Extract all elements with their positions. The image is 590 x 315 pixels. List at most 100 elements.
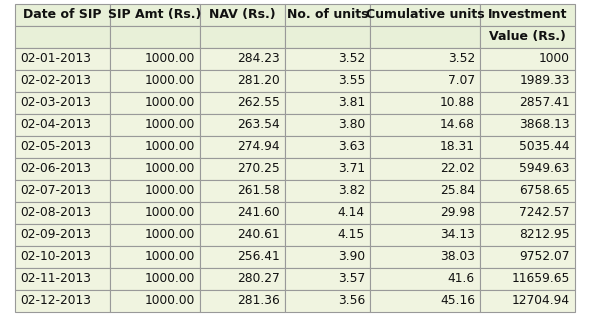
Text: 02-08-2013: 02-08-2013 — [20, 206, 91, 219]
Bar — [110, 245, 200, 267]
Text: 2857.41: 2857.41 — [519, 96, 570, 109]
Text: 25.84: 25.84 — [440, 184, 475, 197]
Bar — [15, 48, 110, 70]
Text: 1000.00: 1000.00 — [145, 52, 195, 65]
Bar — [110, 180, 200, 202]
Text: 9752.07: 9752.07 — [520, 250, 570, 263]
Bar — [480, 48, 575, 70]
Text: 241.60: 241.60 — [237, 206, 280, 219]
Bar — [200, 113, 285, 135]
Text: 281.20: 281.20 — [237, 74, 280, 87]
Bar — [285, 135, 370, 158]
Bar — [110, 3, 200, 26]
Text: No. of units: No. of units — [287, 8, 368, 21]
Text: 1000.00: 1000.00 — [145, 140, 195, 153]
Text: 270.25: 270.25 — [237, 162, 280, 175]
Text: 1000.00: 1000.00 — [145, 272, 195, 285]
Bar — [200, 158, 285, 180]
Text: 5949.63: 5949.63 — [520, 162, 570, 175]
Text: 3.80: 3.80 — [337, 118, 365, 131]
Bar — [285, 158, 370, 180]
Bar — [480, 289, 575, 312]
Bar — [285, 289, 370, 312]
Text: 8212.95: 8212.95 — [519, 228, 570, 241]
Text: 14.68: 14.68 — [440, 118, 475, 131]
Text: 281.36: 281.36 — [237, 294, 280, 307]
Text: 02-07-2013: 02-07-2013 — [20, 184, 91, 197]
Bar — [285, 202, 370, 224]
Text: 02-10-2013: 02-10-2013 — [20, 250, 91, 263]
Text: 3.56: 3.56 — [337, 294, 365, 307]
Bar — [370, 289, 480, 312]
Text: 1000.00: 1000.00 — [145, 162, 195, 175]
Text: 263.54: 263.54 — [237, 118, 280, 131]
Bar — [285, 91, 370, 113]
Bar — [480, 158, 575, 180]
Text: 256.41: 256.41 — [237, 250, 280, 263]
Text: 38.03: 38.03 — [440, 250, 475, 263]
Text: Value (Rs.): Value (Rs.) — [489, 30, 566, 43]
Text: 1000.00: 1000.00 — [145, 228, 195, 241]
Text: 1000.00: 1000.00 — [145, 118, 195, 131]
Bar — [370, 135, 480, 158]
Bar — [110, 91, 200, 113]
Bar — [480, 202, 575, 224]
Text: 3.81: 3.81 — [337, 96, 365, 109]
Text: 02-11-2013: 02-11-2013 — [20, 272, 91, 285]
Text: 3.63: 3.63 — [338, 140, 365, 153]
Text: 7242.57: 7242.57 — [520, 206, 570, 219]
Text: 1000.00: 1000.00 — [145, 184, 195, 197]
Text: 274.94: 274.94 — [237, 140, 280, 153]
Text: 02-09-2013: 02-09-2013 — [20, 228, 91, 241]
Bar — [285, 48, 370, 70]
Bar — [480, 135, 575, 158]
Bar — [200, 180, 285, 202]
Bar — [285, 180, 370, 202]
Text: 29.98: 29.98 — [440, 206, 475, 219]
Bar — [285, 3, 370, 26]
Text: 3.71: 3.71 — [338, 162, 365, 175]
Text: 7.07: 7.07 — [448, 74, 475, 87]
Bar — [480, 267, 575, 289]
Bar — [15, 3, 110, 26]
Text: 3.52: 3.52 — [448, 52, 475, 65]
Text: 34.13: 34.13 — [440, 228, 475, 241]
Bar — [200, 70, 285, 91]
Text: 22.02: 22.02 — [440, 162, 475, 175]
Bar — [480, 113, 575, 135]
Text: 3868.13: 3868.13 — [519, 118, 570, 131]
Text: 4.15: 4.15 — [337, 228, 365, 241]
Bar — [200, 202, 285, 224]
Bar — [370, 180, 480, 202]
Bar — [285, 26, 370, 48]
Bar — [200, 289, 285, 312]
Text: Cumulative units: Cumulative units — [366, 8, 484, 21]
Text: 284.23: 284.23 — [237, 52, 280, 65]
Bar — [370, 202, 480, 224]
Text: Date of SIP: Date of SIP — [23, 8, 101, 21]
Bar — [110, 267, 200, 289]
Bar — [15, 245, 110, 267]
Bar — [285, 113, 370, 135]
Text: 6758.65: 6758.65 — [519, 184, 570, 197]
Text: 1000: 1000 — [539, 52, 570, 65]
Text: 02-12-2013: 02-12-2013 — [20, 294, 91, 307]
Text: 262.55: 262.55 — [237, 96, 280, 109]
Bar — [480, 70, 575, 91]
Bar — [110, 289, 200, 312]
Text: 02-06-2013: 02-06-2013 — [20, 162, 91, 175]
Bar — [480, 180, 575, 202]
Bar — [200, 267, 285, 289]
Bar — [370, 3, 480, 26]
Text: 45.16: 45.16 — [440, 294, 475, 307]
Text: 02-03-2013: 02-03-2013 — [20, 96, 91, 109]
Bar — [370, 48, 480, 70]
Text: 12704.94: 12704.94 — [512, 294, 570, 307]
Text: 261.58: 261.58 — [237, 184, 280, 197]
Bar — [370, 224, 480, 245]
Bar — [15, 135, 110, 158]
Bar — [200, 3, 285, 26]
Bar — [285, 70, 370, 91]
Bar — [370, 158, 480, 180]
Bar — [285, 245, 370, 267]
